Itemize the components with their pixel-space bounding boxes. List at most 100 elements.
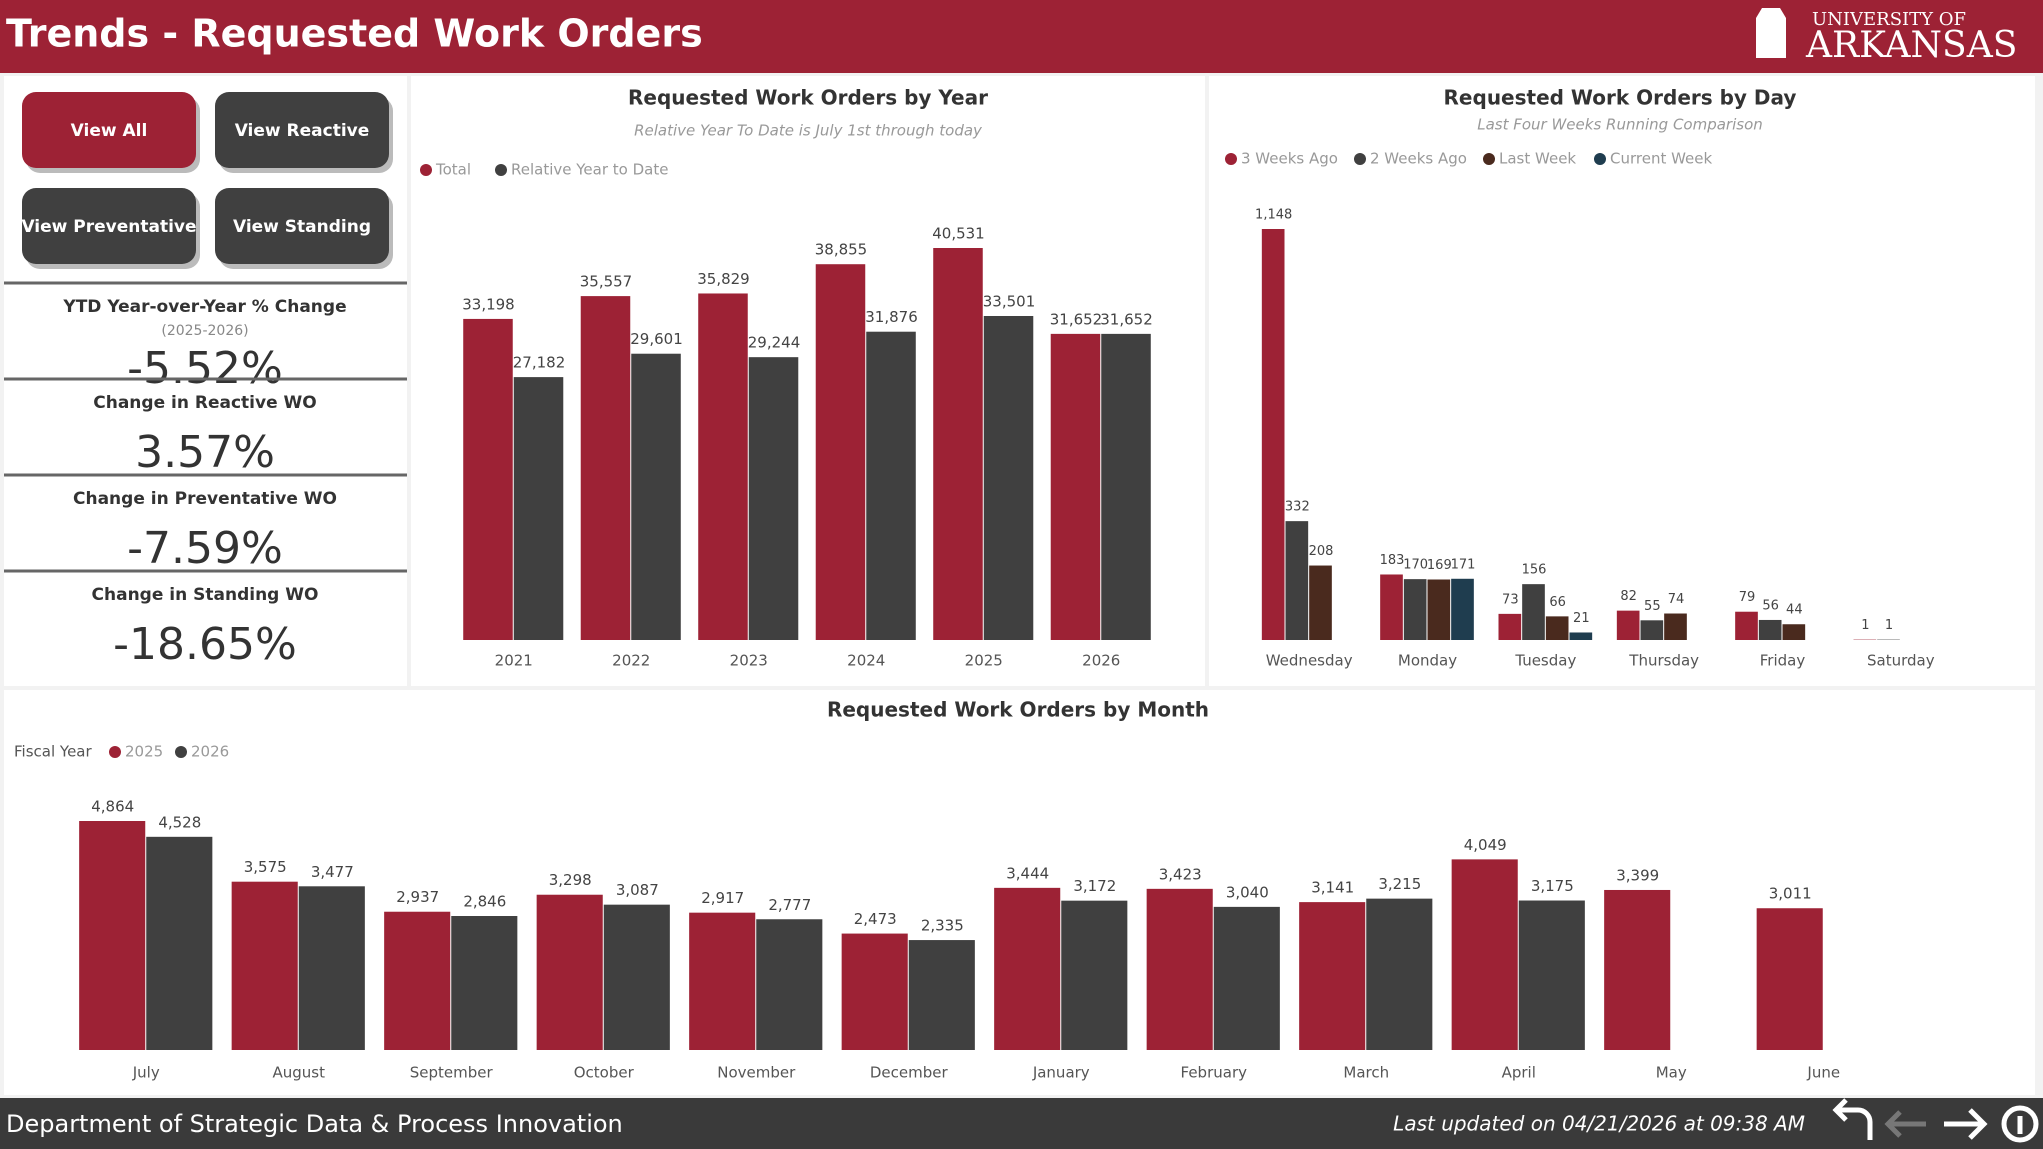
data-label: 332 (1285, 500, 1310, 515)
bar (1451, 578, 1474, 640)
data-label: 74 (1668, 592, 1685, 607)
data-label: 183 (1380, 553, 1405, 568)
data-label: 33,501 (983, 292, 1036, 310)
data-label: 3,399 (1616, 866, 1659, 884)
data-label: 3,172 (1073, 877, 1116, 895)
data-label: 2,846 (463, 893, 506, 911)
bar (1299, 902, 1366, 1050)
bar (1640, 620, 1664, 640)
kpi-title: Change in Standing WO (92, 585, 319, 605)
x-tick-label: September (410, 1064, 494, 1082)
data-label: 33,198 (462, 295, 515, 313)
legend-marker (420, 164, 432, 176)
data-label: 27,182 (513, 354, 566, 372)
legend-marker (109, 746, 121, 758)
bar (1403, 579, 1427, 640)
data-label: 40,531 (932, 225, 985, 243)
legend-marker (175, 746, 187, 758)
data-label: 1,148 (1255, 208, 1292, 223)
bar (756, 919, 823, 1050)
data-label: 4,049 (1464, 836, 1507, 854)
bar (1782, 624, 1806, 640)
legend-label: 2025 (125, 743, 163, 761)
x-tick-label: 2021 (495, 652, 533, 670)
data-label: 31,652 (1050, 310, 1103, 328)
data-label: 55 (1644, 599, 1661, 614)
bar (698, 293, 748, 640)
legend-marker (1483, 153, 1495, 165)
button[interactable]: View Reactive (215, 92, 393, 173)
bar (1569, 632, 1593, 640)
footer-right: Last updated on 04/21/2026 at 09:38 AM (1393, 1112, 1805, 1136)
bar (1101, 333, 1151, 640)
bar (1756, 908, 1823, 1050)
footer-bar (0, 1098, 2043, 1149)
button[interactable]: View Preventative (21, 188, 200, 269)
kpi-title: Change in Preventative WO (73, 489, 337, 509)
bar (1285, 521, 1309, 640)
bar (841, 933, 908, 1050)
bar (146, 836, 213, 1050)
data-label: 169 (1427, 558, 1452, 573)
data-label: 35,557 (580, 273, 633, 291)
button-label: View Preventative (21, 217, 196, 237)
data-label: 21 (1573, 611, 1590, 626)
data-label: 2,335 (921, 917, 964, 935)
bar (1758, 619, 1782, 640)
legend-label: Current Week (1610, 150, 1713, 168)
footer-left: Department of Strategic Data & Process I… (6, 1110, 623, 1138)
chart-title: Requested Work Orders by Month (827, 698, 1209, 722)
data-label: 3,040 (1226, 883, 1269, 901)
legend-marker (1225, 153, 1237, 165)
data-label: 79 (1739, 590, 1756, 605)
data-label: 3,141 (1311, 879, 1354, 897)
x-tick-label: June (1806, 1064, 1840, 1082)
data-label: 38,855 (815, 241, 868, 259)
data-label: 2,777 (768, 896, 811, 914)
data-label: 31,652 (1100, 310, 1153, 328)
data-label: 3,477 (311, 863, 354, 881)
bar (1309, 565, 1332, 640)
bar (1213, 906, 1280, 1050)
legend-label: 3 Weeks Ago (1241, 150, 1338, 168)
bar (1518, 900, 1585, 1050)
chart-title: Requested Work Orders by Year (628, 86, 988, 110)
data-label: 170 (1403, 558, 1428, 573)
bar (815, 264, 866, 640)
data-label: 31,876 (865, 308, 918, 326)
x-tick-label: Tuesday (1514, 652, 1576, 670)
bar (1427, 579, 1451, 640)
legend-label: Relative Year to Date (511, 161, 668, 179)
bar (1261, 229, 1285, 640)
data-label: 156 (1522, 563, 1547, 578)
kpi-title: YTD Year-over-Year % Change (62, 297, 346, 317)
bar (1061, 900, 1128, 1050)
bar (1380, 574, 1403, 640)
x-tick-label: Saturday (1867, 652, 1935, 670)
legend-label: 2026 (191, 743, 229, 761)
legend-label: Total (435, 161, 471, 179)
day-panel (1209, 76, 2035, 686)
legend-marker (1594, 153, 1606, 165)
button-bg (22, 188, 196, 264)
x-tick-label: 2022 (612, 652, 650, 670)
data-label: 208 (1309, 544, 1334, 559)
legend-marker (495, 164, 507, 176)
bar (536, 894, 603, 1050)
bar (79, 821, 146, 1050)
bar (866, 331, 916, 640)
bar (1735, 611, 1758, 640)
bar (1498, 613, 1522, 640)
bar (1604, 889, 1671, 1050)
button[interactable]: View Standing (215, 188, 393, 269)
x-tick-label: August (273, 1064, 326, 1082)
x-tick-label: February (1181, 1064, 1248, 1082)
data-label: 3,575 (244, 858, 287, 876)
data-label: 56 (1762, 598, 1779, 613)
x-tick-label: 2026 (1082, 652, 1120, 670)
data-label: 4,528 (158, 813, 201, 831)
bar (689, 912, 756, 1050)
button[interactable]: View All (22, 92, 200, 173)
nav-icons[interactable] (1832, 1098, 2039, 1143)
bar (994, 887, 1061, 1050)
